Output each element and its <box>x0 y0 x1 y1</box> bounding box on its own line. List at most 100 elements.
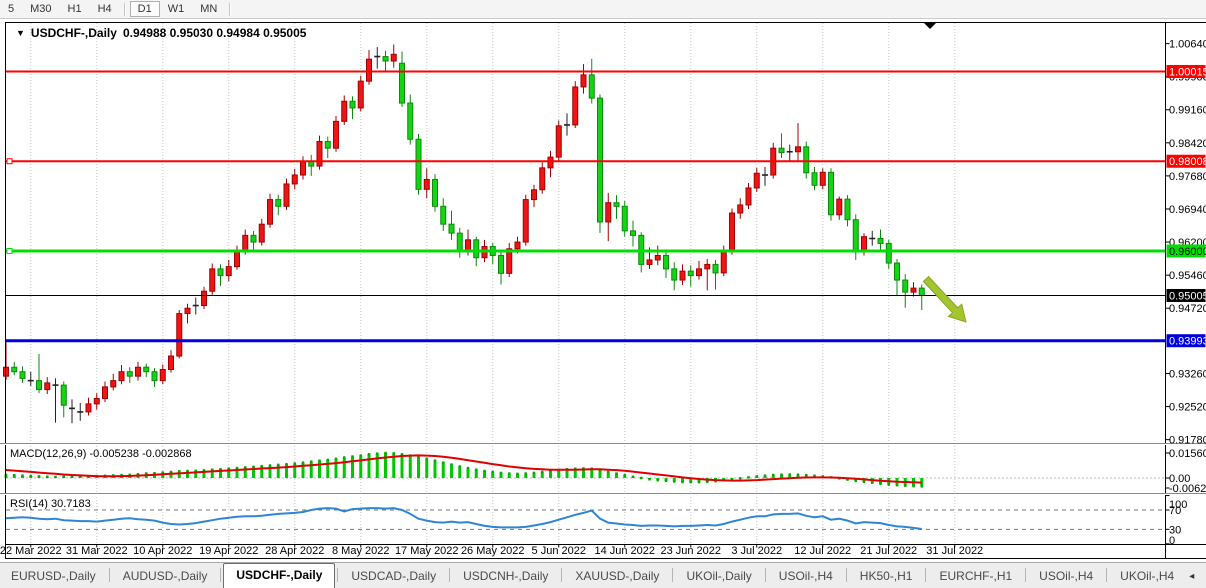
tab-separator <box>672 568 674 582</box>
date-tick-label: 21 Jul 2022 <box>860 545 917 557</box>
candle <box>572 81 579 129</box>
candle <box>663 251 669 278</box>
candle <box>77 402 84 421</box>
candle <box>184 303 191 324</box>
candle <box>547 150 554 178</box>
chart-tab-eurusd-daily[interactable]: EURUSD-,Daily <box>11 569 96 583</box>
candle <box>432 174 438 212</box>
rsi-axis-label: 100 <box>1169 499 1187 511</box>
date-tick-label: 31 Jul 2022 <box>926 545 983 557</box>
macd-panel <box>4 451 1166 488</box>
candle <box>621 200 628 237</box>
candle <box>613 195 620 219</box>
date-tick-label: 19 Apr 2022 <box>199 545 258 557</box>
chart-title: ▼ USDCHF-,Daily 0.94988 0.95030 0.94984 … <box>16 26 306 40</box>
price-tick-label: 0.96940 <box>1169 204 1206 216</box>
hline-price-label <box>1166 154 1206 168</box>
candle <box>11 361 18 376</box>
symbol-dropdown-icon[interactable]: ▼ <box>16 28 25 38</box>
rsi-axis-label: 70 <box>1169 505 1181 517</box>
chart-tab-hk50-h1[interactable]: HK50-,H1 <box>859 569 913 583</box>
candle <box>819 168 826 190</box>
timeframe-button-m30[interactable]: M30 <box>30 3 52 15</box>
chart-tab-ukoil-h4[interactable]: UKOil-,H4 <box>1120 569 1175 583</box>
hlines-layer <box>6 70 1166 343</box>
candle <box>36 353 42 394</box>
candle <box>267 193 273 228</box>
date-axis: 22 Mar 2022 31 Mar 2022 10 Apr 2022 19 Apr … <box>0 544 983 557</box>
svg-text:0.96000: 0.96000 <box>1169 246 1206 258</box>
timeframe-button-h1[interactable]: H1 <box>67 3 82 15</box>
candle <box>498 251 504 285</box>
timeframe-button-5[interactable]: 5 <box>8 3 15 15</box>
chart-tab-usdcnh-daily[interactable]: USDCNH-,Daily <box>463 569 549 583</box>
candle <box>225 259 232 282</box>
candle <box>745 183 752 209</box>
svg-text:0.93993: 0.93993 <box>1169 336 1206 348</box>
candle <box>390 44 397 68</box>
candle <box>366 49 372 85</box>
chart-tab-usoil-h4[interactable]: USOil-,H4 <box>778 569 833 583</box>
candle <box>522 194 529 246</box>
tab-separator <box>561 568 563 582</box>
price-tick-label: 0.95460 <box>1169 270 1206 282</box>
candle <box>143 363 150 378</box>
tab-separator <box>1025 568 1027 582</box>
chart-tab-eurchf-h1[interactable]: EURCHF-,H1 <box>939 569 1013 583</box>
candle <box>795 123 801 162</box>
chart-canvas[interactable]: 1.006400.999000.991600.984200.976800.969… <box>0 0 1206 562</box>
chart-tab-ukoil-daily[interactable]: UKOil-,Daily <box>686 569 752 583</box>
candle <box>836 196 843 220</box>
chart-tab-audusd-daily[interactable]: AUDUSD-,Daily <box>122 569 208 583</box>
hline-handle[interactable] <box>6 158 13 165</box>
chart-tab-usdchf-daily[interactable]: USDCHF-,Daily <box>223 563 336 588</box>
candle <box>885 239 892 269</box>
candle <box>415 133 422 195</box>
candle <box>423 168 430 199</box>
hline-handle[interactable] <box>6 248 13 254</box>
candle <box>902 274 909 308</box>
candle <box>324 136 331 159</box>
tab-scroll-arrows[interactable]: ◂ ▸ <box>1189 571 1206 582</box>
candle <box>448 210 455 240</box>
toolbar-separator <box>229 2 232 16</box>
candle <box>580 64 587 94</box>
date-tick-label: 5 Jun 2022 <box>532 545 586 557</box>
candle <box>869 230 876 246</box>
candle <box>597 94 603 234</box>
candle <box>564 113 570 136</box>
candle <box>217 264 224 286</box>
timeframe-button-d1[interactable]: D1 <box>129 1 160 17</box>
candle <box>654 245 661 266</box>
price-tick-label: 0.91780 <box>1169 435 1206 447</box>
chart-tab-usoil-h4[interactable]: USOil-,H4 <box>1039 569 1094 583</box>
date-tick-label: 8 May 2022 <box>332 545 389 557</box>
svg-text:0.95005: 0.95005 <box>1169 290 1206 302</box>
timeframe-button-mn[interactable]: MN <box>200 3 218 15</box>
candle <box>531 184 537 208</box>
candle <box>126 367 133 383</box>
candle <box>539 162 546 194</box>
tab-separator <box>925 568 927 582</box>
timeframe-button-w1[interactable]: W1 <box>167 3 185 15</box>
chart-tab-usdcad-daily[interactable]: USDCAD-,Daily <box>351 569 437 583</box>
candle <box>828 168 834 221</box>
candle <box>737 198 744 219</box>
date-tick-label: 3 Jul 2022 <box>731 545 782 557</box>
chart-frame <box>0 22 1206 559</box>
trend-arrow-annotation[interactable] <box>922 275 967 323</box>
date-tick-label: 28 Apr 2022 <box>265 545 324 557</box>
candle <box>803 141 810 179</box>
candle <box>118 364 125 385</box>
macd-axis-label: -0.00623 <box>1169 483 1206 495</box>
date-tick-label: 12 Jul 2022 <box>794 545 851 557</box>
candle <box>341 95 348 125</box>
rsi-line <box>5 507 922 530</box>
rsi-axis-label: 30 <box>1169 524 1181 536</box>
candle <box>316 135 323 170</box>
timeframe-button-h4[interactable]: H4 <box>97 3 112 15</box>
chart-shift-marker-icon <box>924 23 936 29</box>
candle <box>910 282 917 297</box>
chart-tab-xauusd-daily[interactable]: XAUUSD-,Daily <box>575 569 660 583</box>
candle <box>729 208 735 255</box>
